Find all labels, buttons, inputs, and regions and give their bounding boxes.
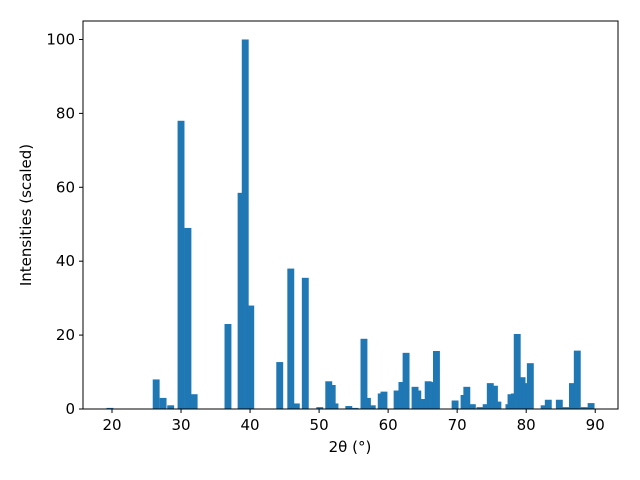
bar [494, 401, 502, 409]
bar [580, 407, 588, 409]
bar [237, 192, 245, 409]
bar [152, 379, 160, 409]
bar [522, 383, 530, 409]
bar [363, 397, 371, 409]
bar [224, 324, 232, 409]
x-tick-label: 70 [448, 416, 467, 434]
bar [468, 404, 476, 409]
bar [418, 399, 426, 409]
bar [432, 350, 440, 409]
bar [247, 305, 255, 409]
bar [328, 384, 336, 409]
bar [167, 405, 175, 409]
y-tick-label: 0 [65, 400, 75, 418]
bar [331, 403, 339, 409]
bar [393, 390, 401, 409]
bar [562, 407, 569, 409]
bar [526, 363, 534, 409]
bar [482, 404, 490, 409]
bar [544, 399, 552, 409]
bar [380, 391, 388, 409]
y-axis-label: Intensities (scaled) [17, 144, 35, 286]
bar [451, 400, 459, 409]
bar [402, 352, 410, 409]
bar [573, 350, 581, 409]
x-tick-label: 50 [310, 416, 329, 434]
bar [184, 227, 192, 409]
bar [301, 277, 309, 409]
bar [190, 394, 198, 409]
bar [368, 405, 376, 409]
bar [351, 407, 359, 409]
bar [486, 383, 494, 409]
bar [106, 407, 114, 409]
y-tick-label: 100 [46, 30, 75, 48]
y-tick-label: 20 [56, 326, 75, 344]
y-tick-label: 80 [56, 104, 75, 122]
bar [325, 381, 333, 409]
bar [463, 386, 471, 409]
x-tick-label: 30 [171, 416, 190, 434]
x-tick-label: 60 [379, 416, 398, 434]
bar [490, 385, 498, 409]
bar [159, 397, 167, 409]
bar [414, 390, 422, 409]
x-tick-label: 40 [241, 416, 260, 434]
bar [398, 382, 406, 409]
bar [513, 333, 521, 409]
bar [276, 362, 284, 409]
bar [476, 407, 484, 409]
bar [540, 405, 548, 409]
y-tick-label: 40 [56, 252, 75, 270]
plot-frame [82, 20, 619, 410]
bar [360, 338, 368, 409]
bar [287, 268, 295, 409]
x-axis-label: 2θ (°) [329, 438, 372, 456]
bar [241, 39, 249, 409]
bar [292, 403, 300, 409]
bar [345, 406, 353, 409]
bar [587, 403, 595, 409]
x-tick-label: 20 [102, 416, 121, 434]
x-tick-label: 90 [586, 416, 605, 434]
bar [555, 399, 563, 409]
bar [316, 407, 324, 409]
y-tick-label: 60 [56, 178, 75, 196]
x-tick-label: 80 [517, 416, 536, 434]
bar [427, 382, 435, 409]
bar [177, 120, 185, 410]
bar [568, 383, 576, 409]
bar [518, 377, 526, 409]
